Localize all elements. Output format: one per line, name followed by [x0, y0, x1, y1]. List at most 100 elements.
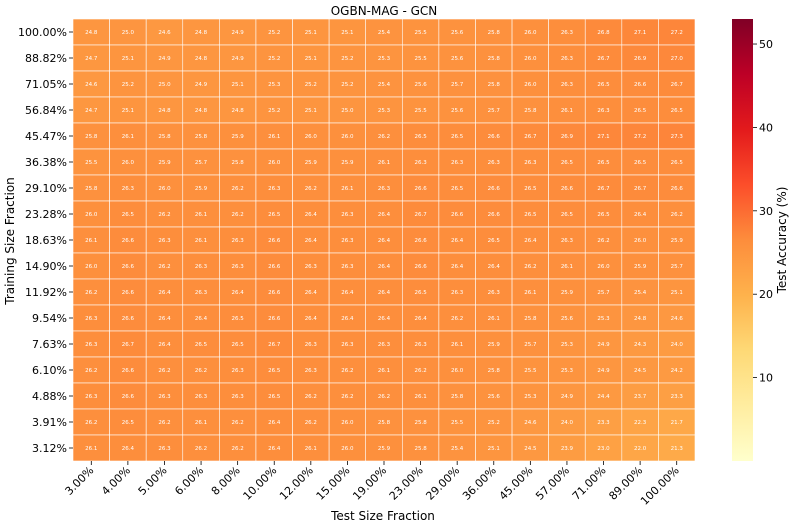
- cell-value-label: 25.3: [268, 82, 281, 88]
- cell-value-label: 26.3: [414, 342, 427, 348]
- heatmap-cell: [255, 174, 293, 202]
- heatmap-cell: [109, 226, 147, 254]
- cell-value-label: 26.3: [195, 394, 208, 400]
- cell-value-label: 25.7: [488, 108, 501, 114]
- heatmap-cell: [109, 174, 147, 202]
- cell-value-label: 24.3: [634, 342, 647, 348]
- cell-value-label: 25.8: [378, 420, 391, 426]
- heatmap-cell: [72, 382, 110, 410]
- cell-value-label: 26.2: [158, 420, 170, 426]
- heatmap-cell: [182, 408, 220, 436]
- heatmap-cell: [292, 330, 330, 358]
- cell-value-label: 25.7: [597, 290, 610, 296]
- cell-value-label: 25.6: [488, 394, 501, 400]
- heatmap-cell: [182, 44, 220, 72]
- heatmap-cell: [292, 382, 330, 410]
- heatmap-cell: [658, 330, 696, 358]
- heatmap-cell: [438, 226, 476, 254]
- cell-value-label: 26.6: [488, 212, 501, 218]
- cell-value-label: 25.4: [634, 290, 647, 296]
- cell-value-label: 26.5: [671, 160, 684, 166]
- cell-value-label: 26.3: [597, 108, 610, 114]
- cell-value-label: 26.4: [158, 290, 171, 296]
- x-tick-label: 6.00%: [172, 464, 206, 498]
- cell-value-label: 25.4: [378, 82, 391, 88]
- cell-value-label: 26.2: [158, 212, 170, 218]
- colorbar-ticks: 10 20 30 40 50: [753, 38, 773, 385]
- heatmap-cell: [621, 174, 659, 202]
- cell-value-label: 25.3: [524, 394, 537, 400]
- cell-value-label: 26.6: [122, 394, 135, 400]
- heatmap-cell: [219, 122, 257, 150]
- heatmap-cell: [621, 200, 659, 228]
- cell-value-label: 26.1: [195, 212, 207, 218]
- cell-value-label: 26.1: [561, 264, 573, 270]
- cell-value-label: 26.1: [561, 108, 573, 114]
- heatmap-cell: [145, 174, 184, 202]
- heatmap-cell: [548, 356, 586, 384]
- cell-value-label: 26.3: [341, 342, 354, 348]
- heatmap-cell: [365, 434, 403, 462]
- cell-value-label: 24.9: [232, 30, 245, 36]
- cell-value-label: 25.5: [524, 368, 537, 374]
- cell-value-label: 25.4: [378, 30, 391, 36]
- y-tick-label: 29.10%: [25, 182, 67, 195]
- cell-value-label: 26.4: [378, 212, 391, 218]
- heatmap-cell: [328, 408, 367, 436]
- cell-value-label: 25.1: [341, 30, 353, 36]
- cell-value-label: 26.2: [232, 420, 244, 426]
- heatmap-cell: [365, 70, 403, 98]
- heatmap-cell: [109, 122, 147, 150]
- heatmap-cell: [584, 148, 623, 176]
- heatmap-cell: [365, 122, 403, 150]
- cell-value-label: 24.8: [85, 30, 98, 36]
- cell-value-label: 27.3: [671, 134, 684, 140]
- x-tick-label: 23.00%: [387, 464, 426, 503]
- cell-value-label: 26.4: [268, 420, 281, 426]
- cell-value-label: 24.8: [195, 30, 208, 36]
- cell-value-label: 26.4: [305, 316, 318, 322]
- heatmap-cell: [584, 226, 623, 254]
- heatmap-cell: [584, 330, 623, 358]
- cell-value-label: 25.8: [158, 134, 171, 140]
- colorbar-tick-label: 50: [759, 38, 773, 51]
- cell-value-label: 26.6: [268, 264, 281, 270]
- heatmap-cell: [292, 226, 330, 254]
- colorbar: [732, 19, 753, 461]
- heatmap-cell: [511, 200, 549, 228]
- cell-value-label: 26.2: [195, 368, 207, 374]
- cell-value-label: 26.4: [305, 290, 318, 296]
- cell-value-label: 26.3: [561, 30, 574, 36]
- heatmap-cell: [548, 174, 586, 202]
- cell-value-label: 25.8: [524, 316, 537, 322]
- cell-value-label: 26.0: [524, 82, 537, 88]
- x-tick-label: 19.00%: [350, 464, 389, 503]
- cell-value-label: 26.1: [122, 134, 134, 140]
- cell-value-label: 26.0: [122, 160, 135, 166]
- heatmap-cell: [255, 18, 293, 46]
- heatmap-cell: [658, 96, 696, 124]
- cell-value-label: 26.5: [634, 108, 647, 114]
- cell-value-label: 26.2: [232, 446, 244, 452]
- heatmap-cell: [365, 356, 403, 384]
- y-tick-label: 45.47%: [25, 130, 67, 143]
- cell-value-label: 25.9: [378, 446, 391, 452]
- cell-value-label: 23.7: [634, 394, 647, 400]
- heatmap-cell: [658, 174, 696, 202]
- heatmap-cell: [621, 434, 659, 462]
- heatmap-cell: [621, 70, 659, 98]
- heatmap-cell: [658, 356, 696, 384]
- x-tick-label: 100.00%: [638, 464, 682, 508]
- heatmap-cell: [438, 278, 476, 306]
- heatmap-cell: [292, 200, 330, 228]
- cell-value-label: 24.0: [561, 420, 574, 426]
- cell-value-label: 26.9: [561, 134, 574, 140]
- y-tick-labels: 100.00% 88.82% 71.05% 56.84% 45.47% 36.38% 29.…: [18, 26, 73, 455]
- cell-value-label: 26.2: [378, 394, 390, 400]
- cell-value-label: 25.8: [414, 446, 427, 452]
- cell-value-label: 26.4: [634, 212, 647, 218]
- heatmap-cell: [401, 252, 440, 280]
- heatmap-cell: [328, 122, 367, 150]
- cell-value-label: 26.1: [414, 394, 426, 400]
- cell-value-label: 26.5: [122, 212, 135, 218]
